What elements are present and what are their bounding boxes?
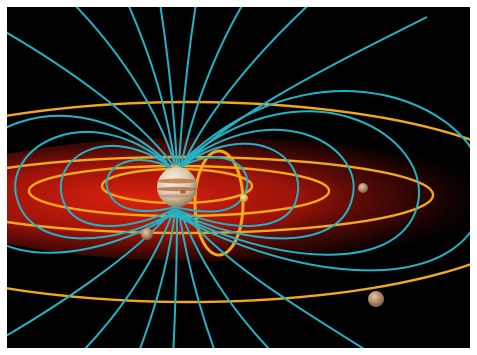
field-line <box>182 7 308 166</box>
magnetosphere-illustration <box>7 7 470 348</box>
orbit-outer <box>7 100 470 304</box>
field-line <box>174 110 420 256</box>
field-line <box>174 156 249 213</box>
field-line <box>174 90 470 272</box>
field-line <box>184 16 428 166</box>
planet-icon <box>157 167 197 207</box>
field-line <box>180 7 243 166</box>
field-line <box>180 212 270 348</box>
field-line <box>178 212 215 348</box>
field-line <box>128 7 176 166</box>
field-line-icon <box>7 7 470 348</box>
field-line <box>172 212 178 348</box>
field-line <box>182 211 365 348</box>
field-line <box>84 211 174 348</box>
field-line <box>174 142 300 227</box>
moon-icon <box>141 228 153 240</box>
field-line <box>159 7 178 166</box>
field-line <box>139 212 176 348</box>
field-line <box>14 130 176 240</box>
moon-icon <box>240 194 248 202</box>
moon-icon <box>368 291 384 307</box>
field-line <box>7 31 174 166</box>
field-line <box>178 7 197 166</box>
plasma-torus <box>7 137 470 261</box>
field-line <box>59 144 176 227</box>
field-line <box>174 128 355 240</box>
field-line <box>105 158 176 212</box>
field-line <box>7 114 176 254</box>
magnetosphere-scene <box>7 7 470 348</box>
field-line <box>7 211 172 337</box>
moon-icon <box>358 183 368 193</box>
orbit-vertical-ring <box>193 149 245 257</box>
field-line <box>75 7 176 166</box>
